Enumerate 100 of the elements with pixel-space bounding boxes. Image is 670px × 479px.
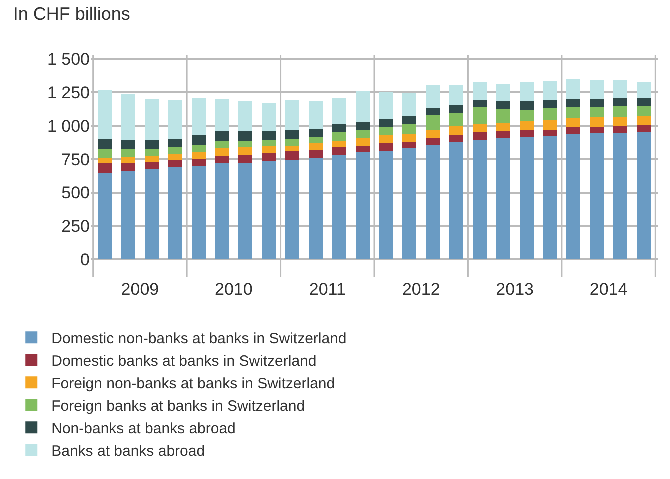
bar [402, 148, 417, 260]
legend-label: Domestic banks at banks in Switzerland [52, 353, 317, 370]
bar [215, 132, 230, 142]
bar [496, 84, 510, 102]
bar [426, 116, 440, 130]
bar [356, 138, 370, 146]
bar [144, 156, 159, 162]
bar [285, 160, 300, 260]
bar [636, 82, 651, 99]
bar [496, 138, 510, 260]
x-tick-label: 2013 [496, 280, 534, 299]
bar [98, 158, 112, 163]
bar [144, 162, 159, 170]
bar [472, 132, 487, 140]
bar [472, 82, 487, 100]
bar [98, 90, 112, 140]
bar [613, 106, 628, 118]
x-tick-label: 2010 [215, 280, 253, 299]
bar [144, 150, 159, 156]
bar [262, 153, 276, 161]
bar [285, 151, 300, 160]
bar [566, 107, 581, 118]
bar [613, 98, 628, 106]
bar [308, 101, 323, 129]
bar [496, 132, 510, 138]
bar [449, 112, 464, 126]
bar [238, 162, 253, 260]
bar [215, 156, 230, 164]
bar [449, 135, 464, 142]
bar [168, 154, 182, 160]
bar [121, 150, 136, 157]
bar [332, 148, 346, 156]
bar [168, 100, 182, 140]
bar [636, 132, 651, 260]
legend-label: Banks at banks abroad [52, 443, 206, 460]
bar [590, 100, 604, 108]
chart-title: In CHF billions [13, 4, 130, 24]
bar [566, 126, 581, 134]
bar [356, 146, 370, 152]
bar [613, 117, 628, 126]
bar [566, 100, 581, 108]
bar [238, 141, 253, 148]
bar [192, 152, 206, 160]
bar [402, 142, 417, 149]
bar [449, 105, 464, 113]
bar [238, 148, 253, 156]
bar [566, 134, 581, 260]
bar [308, 150, 323, 158]
bar [520, 101, 534, 110]
bar [402, 116, 417, 124]
bar [356, 130, 370, 138]
bar [238, 101, 253, 132]
legend-label: Foreign banks at banks in Switzerland [52, 398, 306, 415]
y-tick-label: 500 [62, 184, 90, 203]
bar [402, 134, 417, 142]
bar [496, 109, 510, 123]
x-tick-label: 2012 [402, 280, 440, 299]
bar [262, 146, 276, 154]
bar [121, 171, 136, 260]
bar [449, 142, 464, 260]
legend-label: Foreign non-banks at banks in Switzerland [52, 376, 336, 392]
bar [613, 126, 628, 134]
bar [379, 135, 394, 143]
bar [543, 108, 558, 120]
bar [238, 132, 253, 142]
bar [332, 98, 346, 124]
bar [98, 150, 112, 158]
bar [379, 92, 394, 120]
bar [590, 126, 604, 134]
bar [168, 139, 182, 148]
bar [121, 94, 136, 140]
bar [285, 146, 300, 152]
bar [215, 100, 230, 132]
bar [192, 144, 206, 152]
bar [426, 85, 440, 108]
bar [308, 158, 323, 260]
bar [285, 139, 300, 146]
bar [144, 100, 159, 140]
legend-label: Non-banks at banks abroad [52, 420, 236, 438]
y-tick-label: 1 000 [47, 116, 90, 136]
bar [379, 143, 394, 152]
bar [308, 137, 323, 143]
bar [636, 106, 651, 117]
bar [543, 82, 558, 100]
bar [98, 162, 112, 174]
bar [356, 152, 370, 260]
bar [402, 124, 417, 134]
bar [566, 80, 581, 100]
y-tick-label: 750 [62, 150, 90, 170]
bar [566, 118, 581, 127]
bar [426, 138, 440, 145]
bar [215, 164, 230, 260]
bar [192, 135, 206, 145]
y-tick-label: 250 [62, 217, 90, 236]
bar [520, 130, 534, 138]
bar [402, 92, 417, 117]
bar [543, 130, 558, 136]
bar [543, 100, 558, 108]
bar [262, 103, 276, 132]
bar [168, 160, 182, 168]
